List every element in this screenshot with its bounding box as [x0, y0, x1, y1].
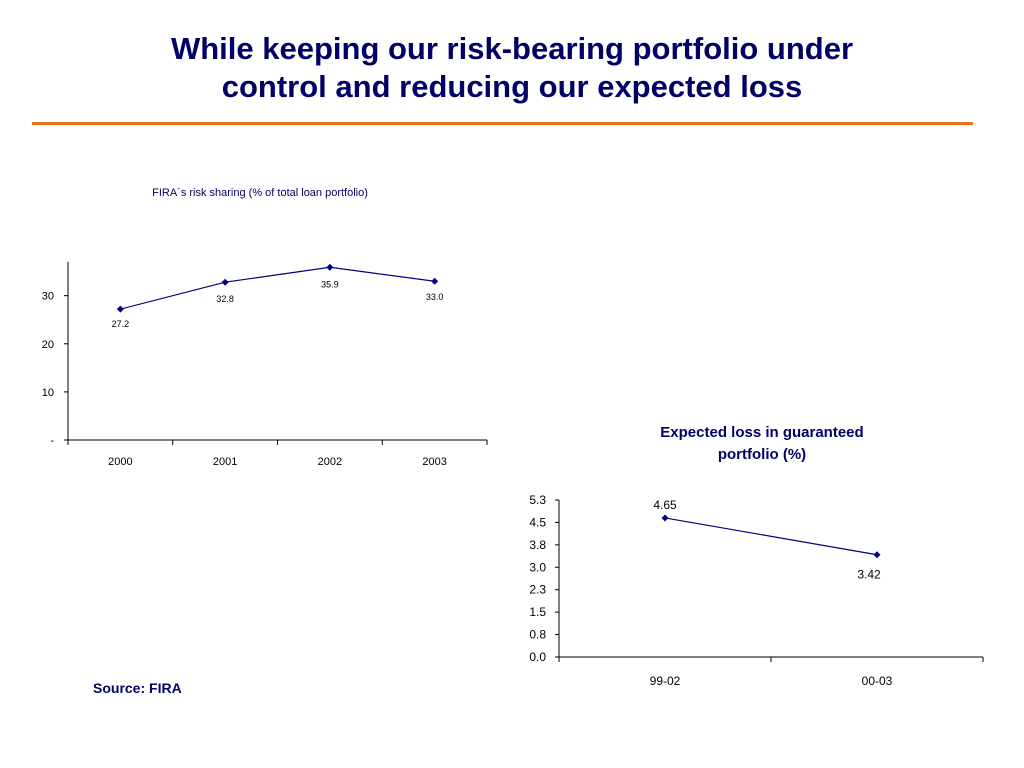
y-tick-label: 10 — [42, 387, 54, 399]
series-line — [120, 266, 435, 310]
data-label: 33.0 — [426, 292, 444, 302]
x-tick-label: 2002 — [318, 456, 342, 468]
expected-loss-chart-title-line-1: Expected loss in guaranteed — [660, 424, 864, 441]
data-point — [116, 305, 124, 313]
data-point — [661, 514, 669, 522]
x-tick-label: 2000 — [108, 456, 132, 468]
title-divider — [32, 122, 973, 125]
risk-sharing-chart-title: FIRA´s risk sharing (% of total loan por… — [152, 187, 368, 199]
data-label: 32.8 — [216, 294, 234, 304]
expected-loss-chart-title: Expected loss in guaranteed portfolio (%… — [612, 422, 912, 466]
slide-title: While keeping our risk-bearing portfolio… — [0, 30, 1024, 106]
data-label: 3.42 — [857, 568, 881, 582]
y-tick-label: 4.5 — [529, 515, 546, 529]
data-point — [431, 277, 439, 285]
y-tick-label: 3.8 — [529, 538, 546, 552]
y-tick-label: - — [50, 435, 54, 447]
data-label: 27.2 — [112, 319, 130, 329]
y-tick-label: 20 — [42, 339, 54, 351]
x-tick-label: 2003 — [422, 456, 446, 468]
y-tick-label: 5.3 — [529, 493, 546, 507]
source-note: Source: FIRA — [93, 680, 182, 696]
x-tick-label: 00-03 — [862, 674, 893, 688]
y-tick-label: 0.0 — [529, 650, 546, 664]
data-point — [221, 278, 229, 286]
expected-loss-chart-title-line-2: portfolio (%) — [717, 446, 807, 463]
series-line — [664, 517, 878, 556]
y-tick-label: 1.5 — [529, 605, 546, 619]
slide-title-line-1: While keeping our risk-bearing portfolio… — [170, 31, 854, 66]
slide-title-line-2: control and reducing our expected loss — [221, 69, 803, 104]
y-tick-label: 3.0 — [529, 560, 546, 574]
data-label: 4.65 — [653, 498, 677, 512]
x-tick-label: 2001 — [213, 456, 237, 468]
data-point — [873, 551, 881, 559]
x-tick-label: 99-02 — [650, 674, 681, 688]
data-label: 35.9 — [321, 279, 339, 289]
y-tick-label: 30 — [42, 291, 54, 303]
data-point — [326, 263, 334, 271]
y-tick-label: 2.3 — [529, 583, 546, 597]
y-tick-label: 0.8 — [529, 628, 546, 642]
